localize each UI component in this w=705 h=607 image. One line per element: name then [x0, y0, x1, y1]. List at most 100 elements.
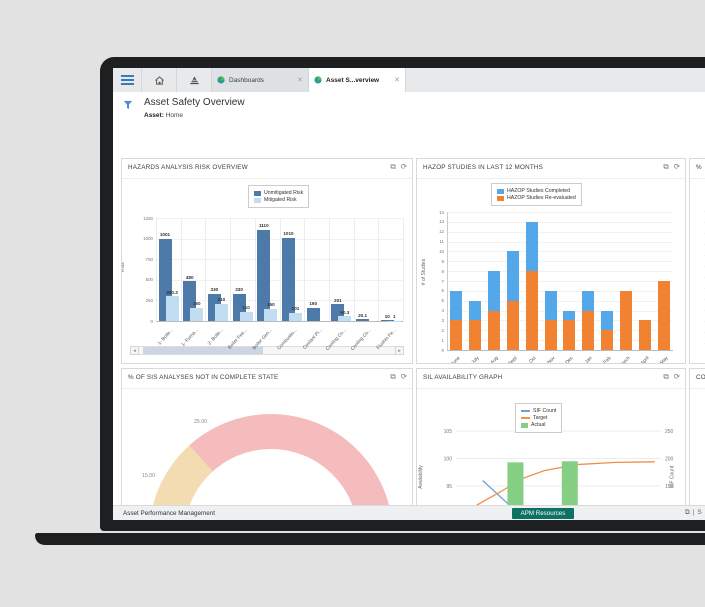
- completed-bar[interactable]: [450, 290, 463, 321]
- chart-legend: Unmitigated Risk Mitigated Risk: [248, 185, 310, 208]
- reevaluated-bar[interactable]: [525, 271, 538, 350]
- value-label: 1110: [258, 223, 269, 229]
- co-chart: [690, 389, 705, 520]
- unmitigated-risk-bar[interactable]: [356, 319, 370, 321]
- reevaluated-bar[interactable]: [657, 281, 670, 350]
- y-tick-label: 11: [439, 239, 444, 245]
- refresh-icon[interactable]: ⟳: [400, 162, 407, 171]
- right-tick-label: 250: [665, 429, 674, 435]
- reevaluated-bar[interactable]: [619, 290, 632, 350]
- scroll-right-arrow[interactable]: ▸: [395, 346, 404, 355]
- reevaluated-bar[interactable]: [563, 320, 576, 350]
- external-link-icon[interactable]: ⧉: [685, 509, 690, 516]
- horizontal-scrollbar[interactable]: ◂ ▸: [130, 346, 404, 355]
- y-tick-label: 1: [441, 337, 444, 343]
- scroll-left-arrow[interactable]: ◂: [130, 346, 139, 355]
- gauge-label-25: 25.00: [194, 419, 207, 425]
- menu-button[interactable]: [113, 68, 142, 92]
- mitigated-risk-bar[interactable]: [239, 311, 253, 321]
- panel-title: % OF SIS ANALYSES NOT IN COMPLETE STATE: [128, 374, 279, 381]
- unmitigated-risk-bar[interactable]: [257, 229, 271, 321]
- grid-line: [254, 218, 256, 321]
- value-label: 480: [185, 274, 194, 280]
- y-tick-label: 13: [439, 219, 444, 225]
- unmitigated-risk-bar[interactable]: [380, 320, 394, 321]
- completed-bar[interactable]: [601, 310, 614, 331]
- legend-swatch: [521, 422, 528, 428]
- expand-icon[interactable]: ⧉: [390, 162, 396, 171]
- reevaluated-bar[interactable]: [506, 300, 519, 350]
- completed-bar[interactable]: [563, 310, 576, 321]
- grid-line: [403, 218, 404, 321]
- reevaluated-bar[interactable]: [469, 320, 482, 350]
- hierarchy-icon: [189, 75, 199, 84]
- tab-asset-safety-overview[interactable]: Asset S...verview ✕: [309, 68, 406, 92]
- y-tick-label: 500: [145, 277, 153, 283]
- mitigated-risk-bar[interactable]: [338, 316, 352, 321]
- asset-label: Asset:: [144, 112, 164, 119]
- value-label: 330: [235, 287, 243, 293]
- expand-icon[interactable]: ⧉: [663, 372, 669, 381]
- panel-title: HAZARDS ANALYSIS RISK OVERVIEW: [128, 164, 248, 171]
- laptop-base: [35, 533, 705, 545]
- y-tick-label: 3: [441, 317, 444, 323]
- y-tick-label: 7: [441, 278, 444, 284]
- legend-label: SIF Count: [533, 408, 557, 414]
- panel-percent-cutoff: % ⧉⟳: [689, 158, 705, 364]
- mitigated-risk-bar[interactable]: [190, 307, 204, 321]
- grid-line: [279, 218, 281, 321]
- refresh-icon[interactable]: ⟳: [400, 372, 407, 381]
- mitigated-risk-bar[interactable]: [214, 303, 228, 321]
- grid-line: [205, 218, 207, 321]
- completed-bar[interactable]: [582, 290, 595, 311]
- close-icon[interactable]: ✕: [297, 77, 303, 84]
- value-label: 300.3: [166, 289, 178, 295]
- status-app-name: Asset Performance Management: [123, 510, 216, 517]
- value-label: 1010: [283, 231, 294, 237]
- legend-label: Actual: [531, 422, 546, 428]
- panel-hazop-studies: HAZOP STUDIES IN LAST 12 MONTHS ⧉ ⟳ HAZOP…: [416, 158, 686, 364]
- filter-icon[interactable]: [123, 100, 133, 110]
- unmitigated-risk-bar[interactable]: [306, 307, 320, 321]
- laptop-bezel: Dashboards ✕ Asset S...verview ✕ Asset S…: [100, 57, 705, 531]
- mitigated-risk-bar[interactable]: [165, 296, 179, 321]
- completed-bar[interactable]: [525, 221, 538, 272]
- panel-sis-analyses: % OF SIS ANALYSES NOT IN COMPLETE STATE …: [121, 368, 413, 520]
- tab-dashboards[interactable]: Dashboards ✕: [212, 68, 309, 92]
- y-axis-label: Risk: [121, 262, 126, 272]
- mitigated-risk-bar[interactable]: [387, 320, 401, 322]
- legend-swatch: [254, 190, 261, 196]
- completed-bar[interactable]: [506, 251, 519, 301]
- legend-label: Mitigated Risk: [264, 197, 297, 203]
- value-label: 1: [393, 314, 396, 320]
- reevaluated-bar[interactable]: [488, 310, 501, 350]
- hierarchy-button[interactable]: [177, 68, 212, 92]
- expand-icon[interactable]: ⧉: [390, 372, 396, 381]
- reevaluated-bar[interactable]: [601, 330, 614, 350]
- reevaluated-bar[interactable]: [638, 320, 651, 350]
- value-label: 1001: [159, 232, 171, 238]
- grid-line: [447, 340, 673, 342]
- expand-icon[interactable]: ⧉: [663, 162, 669, 171]
- completed-bar[interactable]: [469, 300, 482, 321]
- y-tick-label: 0: [441, 347, 444, 353]
- close-icon[interactable]: ✕: [394, 77, 400, 84]
- refresh-icon[interactable]: ⟳: [673, 162, 680, 171]
- panel-title: SIL AVAILABILITY GRAPH: [423, 374, 503, 381]
- apm-resources-button[interactable]: APM Resources: [512, 508, 574, 519]
- completed-bar[interactable]: [488, 271, 501, 311]
- y-tick-label: 5: [441, 298, 444, 304]
- reevaluated-bar[interactable]: [544, 320, 557, 350]
- reevaluated-bar[interactable]: [582, 310, 595, 350]
- mitigated-risk-bar[interactable]: [289, 312, 302, 321]
- refresh-icon[interactable]: ⟳: [673, 372, 680, 381]
- home-button[interactable]: [142, 68, 177, 92]
- y-axis-label: # of Studies: [421, 258, 428, 286]
- reevaluated-bar[interactable]: [450, 320, 463, 350]
- scroll-track[interactable]: [139, 346, 395, 355]
- completed-bar[interactable]: [544, 290, 557, 321]
- mitigated-risk-bar[interactable]: [264, 308, 278, 321]
- unmitigated-risk-bar[interactable]: [282, 237, 295, 321]
- scroll-thumb[interactable]: [143, 347, 263, 354]
- legend-swatch: [521, 410, 530, 412]
